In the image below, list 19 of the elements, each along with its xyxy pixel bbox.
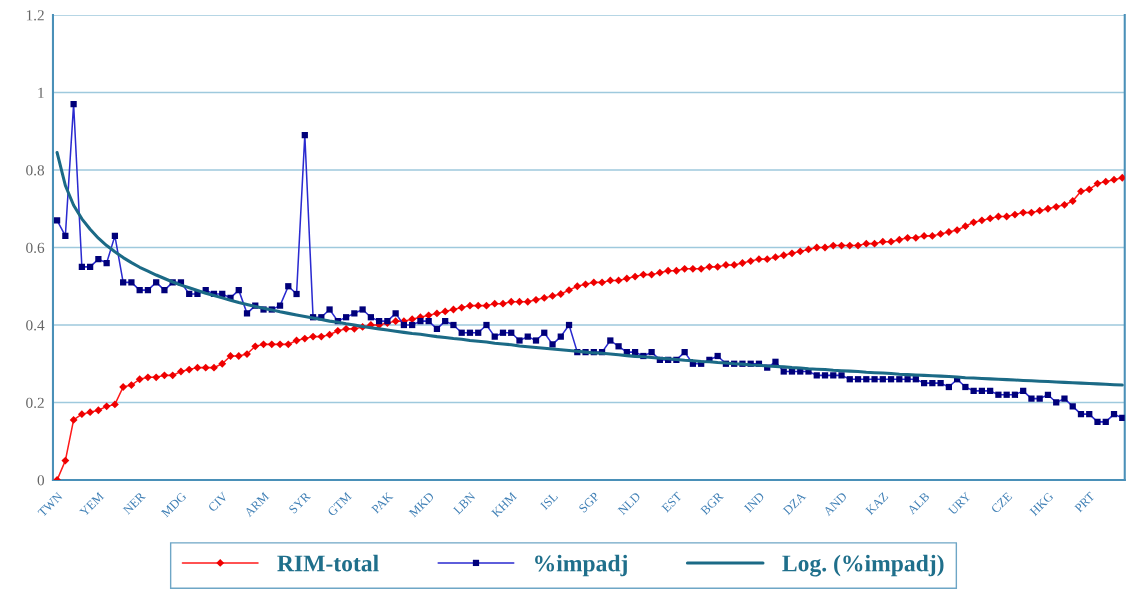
x-tick-label: CIV — [207, 491, 229, 513]
y-tick-label: 0 — [37, 475, 45, 486]
x-tick-label: SGP — [578, 491, 600, 513]
y-tick-label: 1.2 — [26, 10, 44, 21]
y-tick-label: 0.6 — [26, 242, 45, 254]
y-tick-label: 0.4 — [26, 320, 45, 331]
legend-label: RIM-total — [277, 554, 379, 572]
legend-label: Log. (%impadj) — [782, 554, 944, 577]
y-tick-label: 0.8 — [26, 165, 45, 176]
x-tick-label: PRT — [1074, 491, 1096, 513]
x-tick-label: CZE — [990, 491, 1013, 514]
x-tick-label: DZA — [782, 491, 807, 516]
y-tick-label: 1 — [38, 87, 44, 98]
y-tick-label: 0.2 — [26, 397, 44, 409]
line-series — [55, 151, 1124, 387]
x-tick-label: IND — [743, 491, 765, 513]
x-tick-label: SYR — [288, 491, 312, 514]
x-tick-label: ISL — [539, 491, 559, 511]
legend-label: %impadj — [535, 554, 627, 577]
